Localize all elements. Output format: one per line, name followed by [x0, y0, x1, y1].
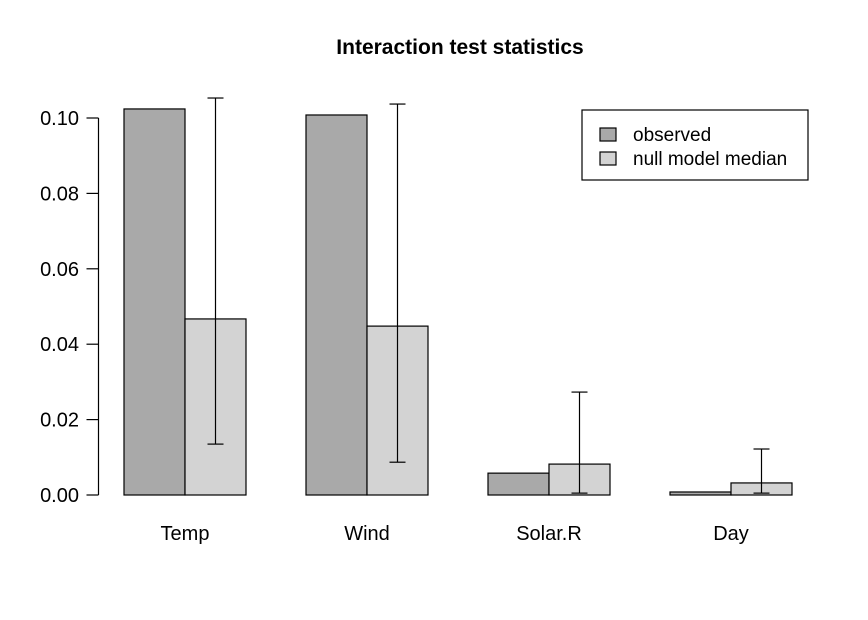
y-tick-label: 0.02	[40, 410, 79, 432]
x-axis-labels: Temp Wind Solar.R Day	[161, 523, 749, 545]
legend-box	[581, 109, 809, 181]
legend-swatch-observed	[599, 127, 617, 142]
x-category-label: Wind	[344, 523, 390, 545]
error-bars-layer	[207, 97, 770, 494]
y-tick-label: 0.00	[40, 485, 79, 507]
legend: observed null model median	[581, 109, 809, 181]
legend-swatch-null-model-median	[599, 151, 617, 166]
y-tick-label: 0.04	[40, 334, 79, 356]
legend-label-observed: observed	[633, 125, 711, 146]
chart-title: Interaction test statistics	[336, 36, 583, 59]
bar-observed-solarr	[487, 472, 550, 496]
legend-label-null-model-median: null model median	[633, 149, 787, 170]
x-category-label: Day	[713, 523, 749, 545]
x-category-label: Solar.R	[516, 523, 582, 545]
bar-observed-temp	[123, 108, 186, 496]
x-category-label: Temp	[161, 523, 210, 545]
y-tick-label: 0.10	[40, 108, 79, 130]
y-axis: 0.00 0.02 0.04 0.06 0.08 0.10	[40, 108, 100, 507]
y-tick-label: 0.06	[40, 259, 79, 281]
bar-observed-wind	[305, 114, 368, 496]
y-tick-label: 0.08	[40, 183, 79, 205]
bar-observed-day	[669, 491, 732, 496]
